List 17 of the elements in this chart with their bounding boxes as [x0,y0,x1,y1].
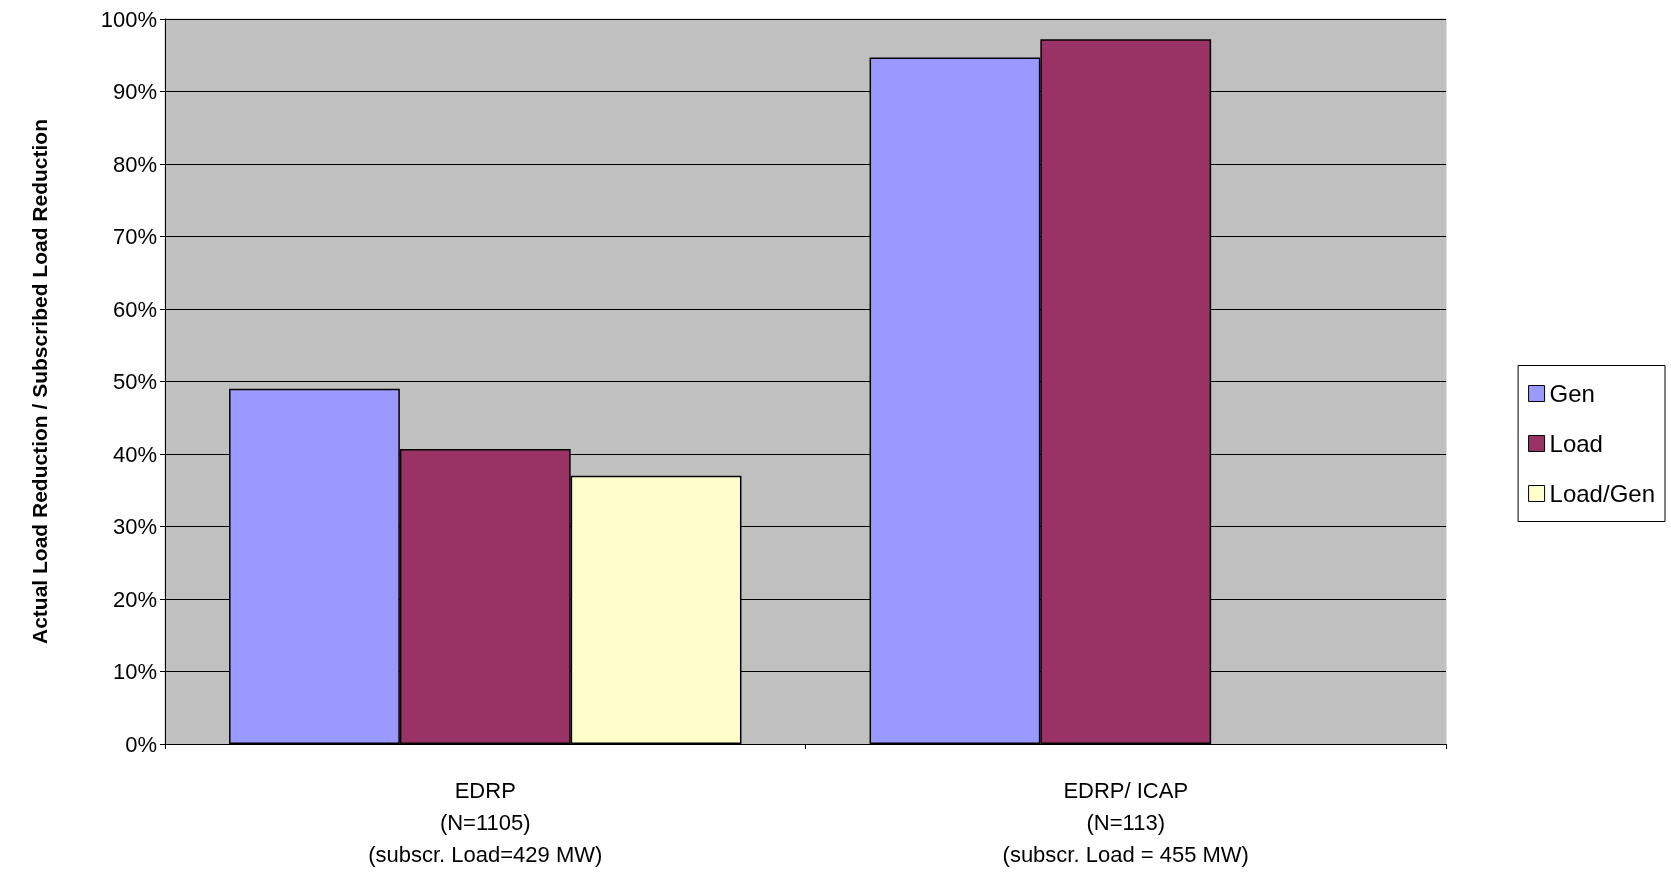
y-tick-label: 80% [112,151,157,177]
y-tick-label: 30% [112,514,157,539]
y-tick-label: 50% [112,369,157,394]
legend-label: Load [1549,430,1603,457]
legend-label: Gen [1549,380,1595,407]
y-tick-label: 40% [112,441,157,467]
x-tick-label: EDRP/ ICAP (N=113) (subscr. Load = 455 MW) [1002,777,1249,867]
y-tick-label: 20% [112,586,157,612]
legend-label: Load/Gen [1549,480,1655,507]
y-tick-label: 70% [112,224,157,249]
y-tick-label: 60% [112,296,157,322]
y-tick-label: 0% [125,731,157,757]
x-tick-label: EDRP (N=1105) (subscr. Load=429 MW) [368,777,603,867]
y-tick-label: 90% [112,79,157,104]
y-axis-title: Actual Load Reduction / Subscribed Load Reduction [28,118,51,645]
y-tick-label: 10% [112,659,157,684]
y-tick-label: 100% [100,6,157,32]
